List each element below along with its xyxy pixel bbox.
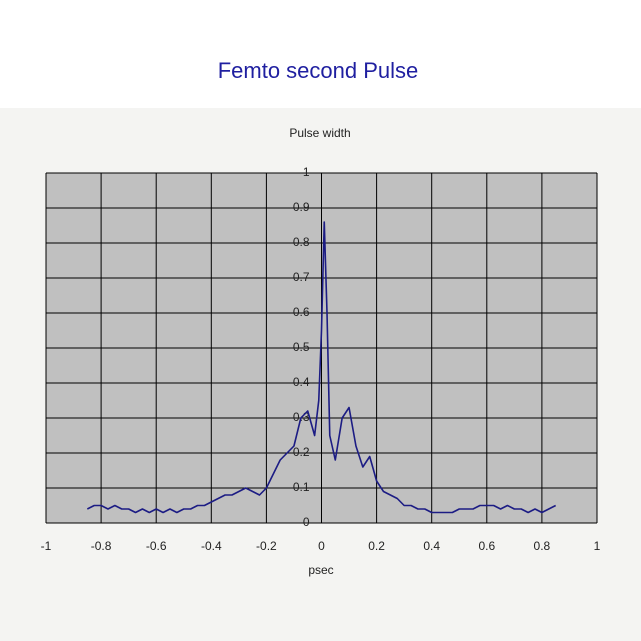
y-tick-label: 0 [303,515,310,529]
x-tick-label: -0.6 [146,539,167,553]
y-tick-label: 1 [303,165,310,179]
x-tick-label: -0.8 [91,539,112,553]
data-line [86,221,557,514]
x-tick-label: 1 [594,539,601,553]
y-tick-label: 0.1 [293,480,310,494]
x-tick-label: 0.6 [478,539,495,553]
x-tick-label: 0.2 [368,539,385,553]
y-tick-label: 0.7 [293,270,310,284]
x-axis-label: psec [308,563,333,577]
chart-title: Pulse width [289,126,350,140]
y-tick-label: 0.8 [293,235,310,249]
x-tick-label: -0.2 [256,539,277,553]
x-tick-label: 0.8 [534,539,551,553]
y-tick-label: 0.2 [293,445,310,459]
x-tick-label: 0.4 [423,539,440,553]
x-tick-label: -0.4 [201,539,222,553]
y-tick-label: 0.4 [293,375,310,389]
x-tick-label: -1 [41,539,52,553]
y-tick-label: 0.9 [293,200,310,214]
x-tick-label: 0 [318,539,325,553]
page-title: Femto second Pulse [218,58,419,83]
y-tick-label: 0.6 [293,305,310,319]
y-tick-label: 0.5 [293,340,310,354]
